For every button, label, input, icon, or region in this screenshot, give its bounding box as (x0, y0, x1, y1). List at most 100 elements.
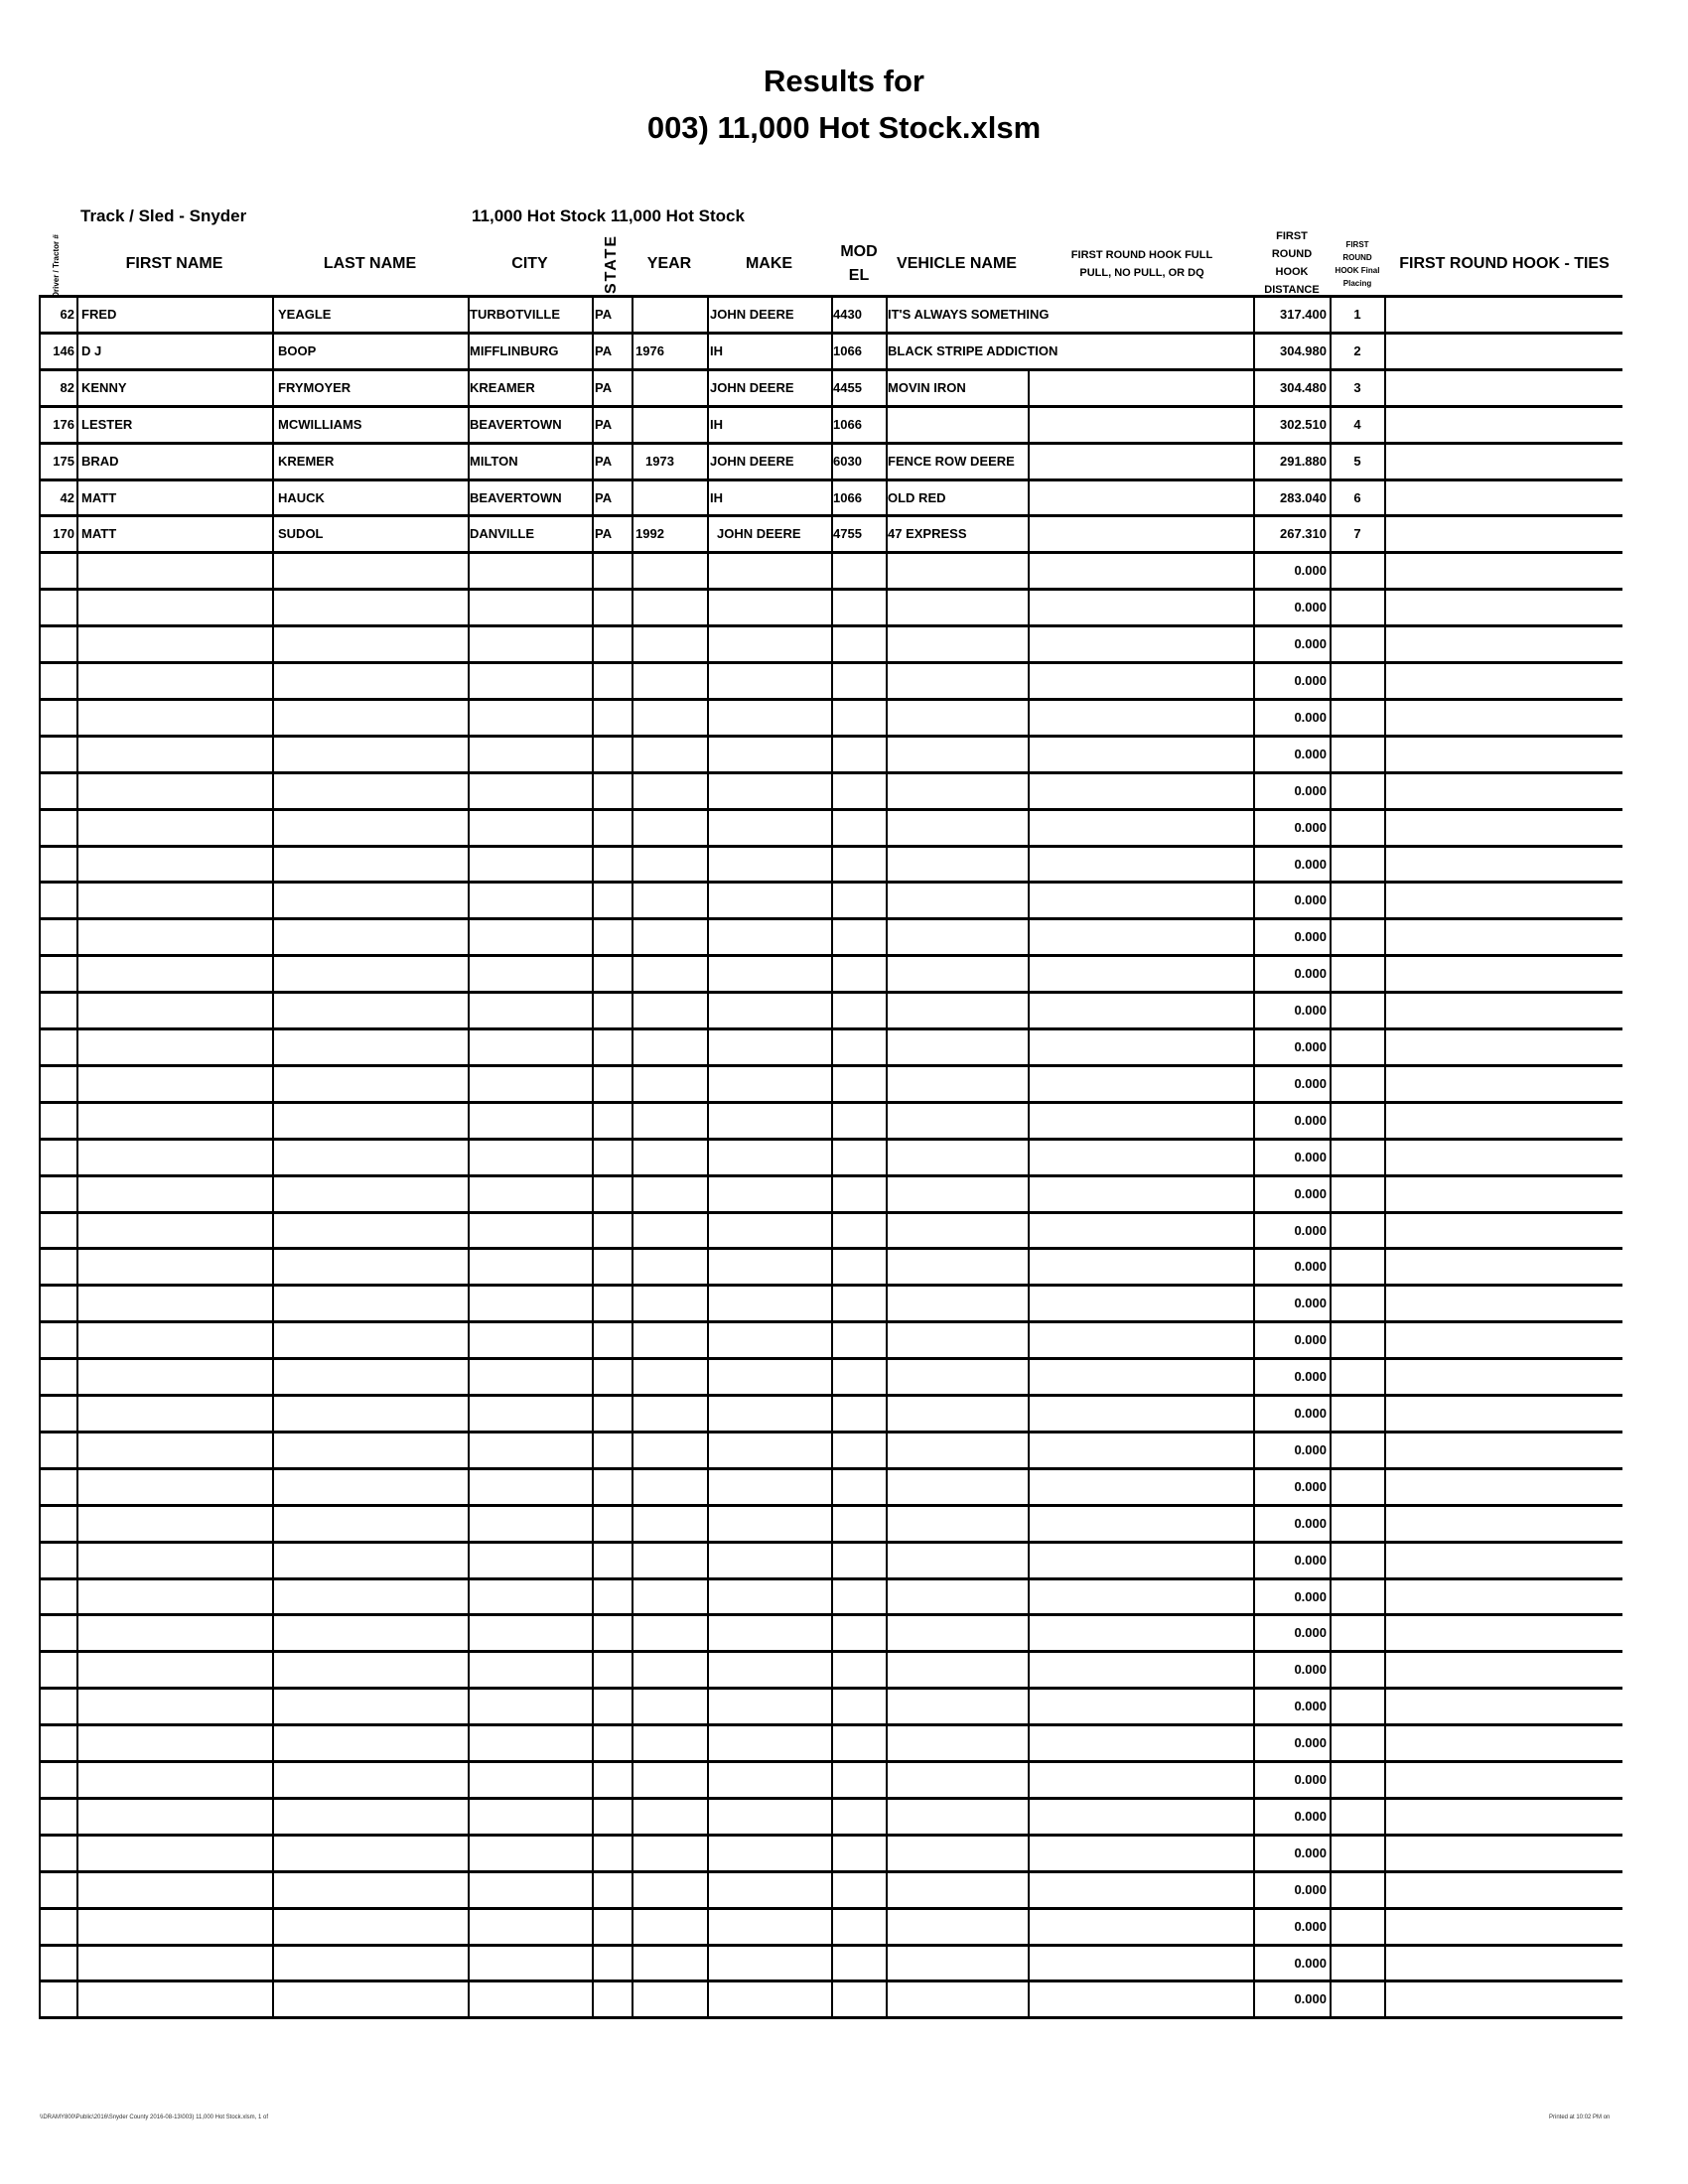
cell-place: 7 (1353, 526, 1361, 542)
cell-distance: 0.000 (1294, 1406, 1327, 1421)
cell-vehicle: MOVIN IRON (888, 379, 966, 395)
cell-distance: 0.000 (1294, 966, 1327, 982)
cell-make: JOHN DEERE (717, 526, 801, 542)
cell-distance: 0.000 (1294, 746, 1327, 761)
column-divider (1028, 1101, 1030, 1139)
column-divider (1028, 405, 1030, 443)
row-divider (39, 991, 1622, 995)
row-divider (39, 917, 1622, 921)
col-header-year: YEAR (646, 255, 692, 272)
row-divider (39, 1173, 1622, 1177)
row-divider (39, 1869, 1622, 1873)
cell-first: LESTER (81, 416, 133, 432)
column-divider (831, 296, 833, 2018)
row-divider (39, 404, 1622, 408)
page-title: Results for (764, 64, 924, 98)
cell-vehicle: OLD RED (888, 489, 946, 505)
cell-distance: 291.880 (1280, 453, 1327, 469)
cell-distance: 0.000 (1294, 1259, 1327, 1275)
cell-first: KENNY (81, 379, 127, 395)
cell-last: KREMER (278, 453, 335, 469)
col-header-make: MAKE (745, 255, 793, 272)
column-divider (1028, 1688, 1030, 1725)
column-divider (1028, 1797, 1030, 1835)
cell-state: PA (595, 342, 613, 358)
cell-model: 6030 (833, 453, 862, 469)
cell-model: 4455 (833, 379, 862, 395)
column-divider (1028, 1761, 1030, 1798)
cell-distance: 0.000 (1294, 1588, 1327, 1604)
cell-place: 6 (1353, 489, 1361, 505)
row-divider (39, 770, 1622, 774)
cell-year: 1992 (635, 526, 664, 542)
cell-distance: 0.000 (1294, 819, 1327, 835)
footer-path: \\DRAMY800\Public\2016\Snyder County 201… (40, 2115, 269, 2120)
column-divider (1028, 515, 1030, 553)
column-divider (1028, 1467, 1030, 1505)
cell-distance: 304.480 (1280, 379, 1327, 395)
cell-first: D J (81, 342, 102, 358)
cell-vehicle: 47 EXPRESS (888, 526, 967, 542)
column-divider (1028, 882, 1030, 919)
cell-first: FRED (81, 307, 117, 322)
column-divider (272, 296, 274, 2018)
cell-distance: 0.000 (1294, 1075, 1327, 1091)
column-divider (707, 296, 709, 2018)
cell-year (635, 296, 705, 333)
cell-city: TURBOTVILLE (470, 307, 560, 322)
cell-num: 170 (53, 526, 74, 542)
row-divider (39, 1430, 1622, 1433)
cell-year (635, 406, 705, 443)
cell-distance: 0.000 (1294, 856, 1327, 872)
cell-distance: 0.000 (1294, 929, 1327, 945)
row-divider (39, 734, 1622, 738)
cell-distance: 0.000 (1294, 1991, 1327, 2007)
column-divider (1028, 552, 1030, 590)
row-divider (39, 697, 1622, 701)
column-divider (1384, 296, 1386, 2018)
column-divider (1028, 1651, 1030, 1689)
cell-city: BEAVERTOWN (470, 416, 562, 432)
col-header-result: FIRST ROUND HOOK FULL PULL, NO PULL, OR … (1070, 249, 1213, 279)
column-divider (1028, 735, 1030, 772)
class-label: 11,000 Hot Stock 11,000 Hot Stock (472, 206, 745, 225)
column-divider (1028, 442, 1030, 479)
cell-distance: 0.000 (1294, 1662, 1327, 1678)
col-header-distance: FIRST ROUND HOOK DISTANCE (1264, 230, 1320, 296)
row-divider (39, 1210, 1622, 1214)
cell-distance: 0.000 (1294, 782, 1327, 798)
cell-city: MILTON (470, 453, 518, 469)
cell-num: 42 (60, 489, 74, 505)
cell-distance: 0.000 (1294, 1918, 1327, 1934)
cell-distance: 0.000 (1294, 1515, 1327, 1531)
cell-distance: 0.000 (1294, 1735, 1327, 1751)
cell-model: 1066 (833, 342, 862, 358)
col-header-model: MOD EL (840, 243, 878, 284)
cell-distance: 302.510 (1280, 416, 1327, 432)
row-divider (39, 1650, 1622, 1654)
cell-first: MATT (81, 489, 117, 505)
cell-make: IH (710, 416, 723, 432)
column-divider (632, 296, 633, 2018)
cell-distance: 0.000 (1294, 709, 1327, 725)
column-divider (1028, 955, 1030, 993)
row-divider (39, 367, 1622, 371)
column-divider (592, 296, 594, 2018)
cell-state: PA (595, 453, 613, 469)
cell-state: PA (595, 489, 613, 505)
cell-distance: 0.000 (1294, 1185, 1327, 1201)
row-divider (39, 478, 1622, 481)
cell-distance: 0.000 (1294, 1332, 1327, 1348)
cell-distance: 0.000 (1294, 1625, 1327, 1641)
cell-year: 1973 (645, 453, 674, 469)
column-divider (1028, 698, 1030, 736)
column-divider (1028, 1321, 1030, 1359)
row-divider (39, 1979, 1622, 1983)
cell-distance: 0.000 (1294, 892, 1327, 908)
column-divider (1028, 1724, 1030, 1761)
cell-last: HAUCK (278, 489, 325, 505)
column-divider (1028, 1028, 1030, 1065)
row-divider (39, 1063, 1622, 1067)
cell-year (635, 479, 705, 516)
column-divider (1028, 1174, 1030, 1212)
